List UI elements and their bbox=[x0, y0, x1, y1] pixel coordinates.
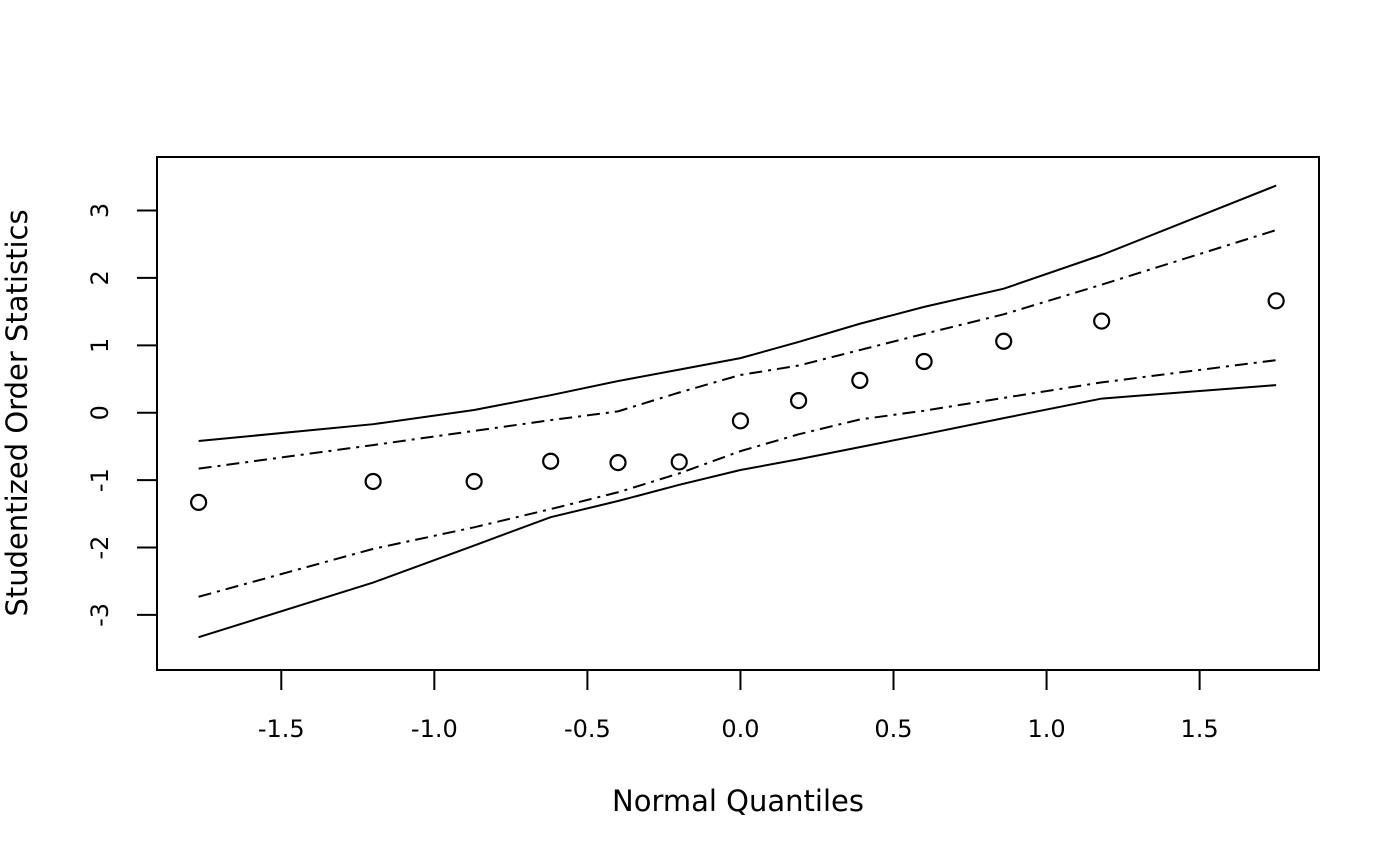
y-tick-label: 3 bbox=[86, 203, 114, 218]
data-point bbox=[1093, 312, 1111, 330]
upper-dashdot-band bbox=[198, 229, 1277, 470]
x-tick-label: -0.5 bbox=[564, 715, 611, 743]
data-point bbox=[731, 412, 750, 430]
data-point bbox=[542, 452, 560, 470]
data-point bbox=[190, 493, 208, 511]
y-tick-label: 0 bbox=[86, 405, 114, 420]
data-point bbox=[915, 352, 933, 371]
data-point bbox=[364, 472, 382, 491]
x-tick-label: 1.5 bbox=[1181, 715, 1219, 743]
y-tick-label: 2 bbox=[86, 270, 114, 285]
y-axis-title: Studentized Order Statistics bbox=[0, 209, 34, 616]
plot-layer: -1.5 -1.0 -0.5 0.0 0.5 1.0 1.5 -3 -2 -1 0 1 2 3 bbox=[86, 156, 1320, 743]
y-tick-label: -3 bbox=[86, 603, 114, 627]
data-point bbox=[1267, 292, 1285, 310]
x-tick-label: 0.0 bbox=[721, 715, 759, 743]
x-axis-title: Normal Quantiles bbox=[612, 784, 864, 818]
data-point bbox=[995, 332, 1013, 350]
x-tick-label: 0.5 bbox=[874, 715, 912, 743]
data-point bbox=[851, 371, 869, 389]
lower-dashdot-band bbox=[198, 359, 1277, 598]
x-tick-label: -1.0 bbox=[411, 715, 458, 743]
y-tick-label: 1 bbox=[86, 338, 114, 353]
y-tick-label: -2 bbox=[86, 536, 114, 560]
x-tick-label: 1.0 bbox=[1027, 715, 1065, 743]
upper-solid-band bbox=[198, 184, 1277, 443]
data-point bbox=[465, 472, 483, 491]
data-point bbox=[790, 391, 808, 410]
data-point bbox=[609, 454, 627, 472]
x-tick-label: -1.5 bbox=[258, 715, 305, 743]
data-point bbox=[670, 453, 688, 471]
y-tick-label: -1 bbox=[86, 468, 114, 492]
lower-solid-band bbox=[198, 384, 1277, 639]
